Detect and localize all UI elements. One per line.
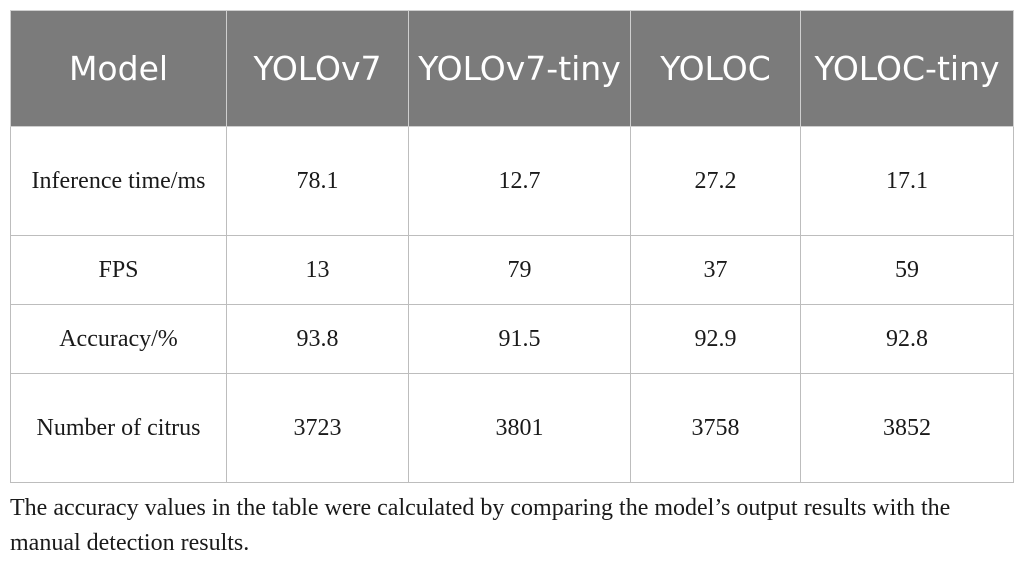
table-cell: 92.9: [630, 304, 801, 374]
row-label-fps: FPS: [10, 235, 227, 305]
header-yoloc: YOLOC: [630, 10, 801, 127]
table-cell: 91.5: [408, 304, 631, 374]
header-model: Model: [10, 10, 227, 127]
table-cell: 3801: [408, 373, 631, 483]
table-cell: 92.8: [800, 304, 1014, 374]
table-cell: 59: [800, 235, 1014, 305]
table-row-number-of-citrus: Number of citrus 3723 3801 3758 3852: [10, 373, 1014, 483]
results-table-container: Model YOLOv7 YOLOv7-tiny YOLOC YOLOC-tin…: [10, 10, 1014, 483]
header-yolov7-tiny: YOLOv7-tiny: [408, 10, 631, 127]
table-cell: 17.1: [800, 126, 1014, 236]
table-cell: 3852: [800, 373, 1014, 483]
table-cell: 12.7: [408, 126, 631, 236]
table-row-inference-time: Inference time/ms 78.1 12.7 27.2 17.1: [10, 126, 1014, 236]
header-yolov7: YOLOv7: [226, 10, 409, 127]
table-row-fps: FPS 13 79 37 59: [10, 235, 1014, 305]
row-label-inference-time: Inference time/ms: [10, 126, 227, 236]
header-yoloc-tiny: YOLOC-tiny: [800, 10, 1014, 127]
table-cell: 79: [408, 235, 631, 305]
table-cell: 13: [226, 235, 409, 305]
table-cell: 93.8: [226, 304, 409, 374]
row-label-number-of-citrus: Number of citrus: [10, 373, 227, 483]
table-row-accuracy: Accuracy/% 93.8 91.5 92.9 92.8: [10, 304, 1014, 374]
table-cell: 3758: [630, 373, 801, 483]
table-cell: 37: [630, 235, 801, 305]
table-footnote: The accuracy values in the table were ca…: [10, 495, 951, 556]
table-cell: 3723: [226, 373, 409, 483]
results-table: Model YOLOv7 YOLOv7-tiny YOLOC YOLOC-tin…: [10, 10, 1014, 483]
table-cell: 27.2: [630, 126, 801, 236]
row-label-accuracy: Accuracy/%: [10, 304, 227, 374]
table-cell: 78.1: [226, 126, 409, 236]
table-header-row: Model YOLOv7 YOLOv7-tiny YOLOC YOLOC-tin…: [10, 10, 1014, 127]
